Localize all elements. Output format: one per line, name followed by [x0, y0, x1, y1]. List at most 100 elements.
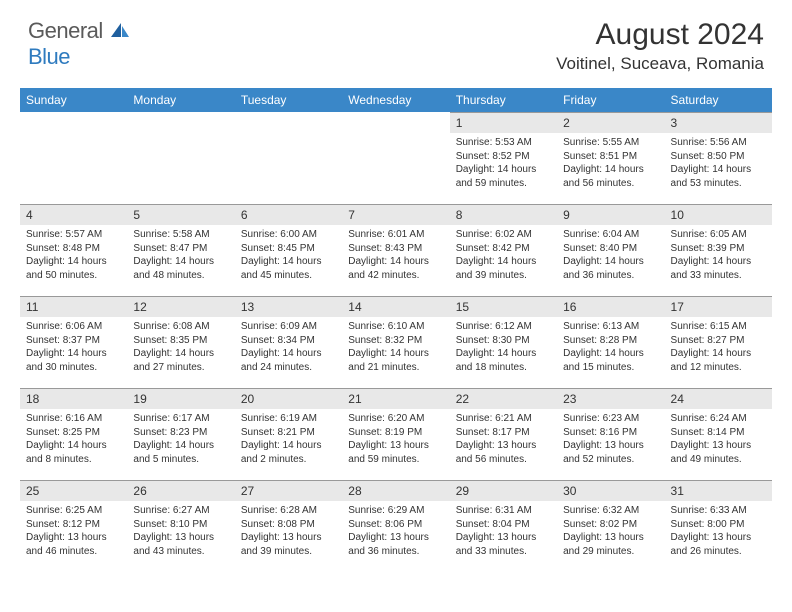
calendar-week-row: 1Sunrise: 5:53 AMSunset: 8:52 PMDaylight…	[20, 112, 772, 204]
daylight-text: Daylight: 14 hours and 8 minutes.	[26, 439, 121, 466]
calendar-day-cell: 12Sunrise: 6:08 AMSunset: 8:35 PMDayligh…	[127, 296, 234, 388]
day-number: 21	[342, 388, 449, 409]
calendar-day-cell: 7Sunrise: 6:01 AMSunset: 8:43 PMDaylight…	[342, 204, 449, 296]
day-number: 4	[20, 204, 127, 225]
calendar-week-row: 18Sunrise: 6:16 AMSunset: 8:25 PMDayligh…	[20, 388, 772, 480]
day-detail: Sunrise: 6:08 AMSunset: 8:35 PMDaylight:…	[127, 317, 234, 380]
sunrise-text: Sunrise: 6:19 AM	[241, 412, 336, 426]
sunrise-text: Sunrise: 6:04 AM	[563, 228, 658, 242]
sunrise-text: Sunrise: 6:06 AM	[26, 320, 121, 334]
calendar-day-cell: 14Sunrise: 6:10 AMSunset: 8:32 PMDayligh…	[342, 296, 449, 388]
calendar-day-cell	[20, 112, 127, 204]
sunrise-text: Sunrise: 6:12 AM	[456, 320, 551, 334]
calendar-week-row: 25Sunrise: 6:25 AMSunset: 8:12 PMDayligh…	[20, 480, 772, 572]
calendar-day-cell: 17Sunrise: 6:15 AMSunset: 8:27 PMDayligh…	[665, 296, 772, 388]
sunset-text: Sunset: 8:21 PM	[241, 426, 336, 440]
title-block: August 2024 Voitinel, Suceava, Romania	[556, 18, 764, 74]
day-number: 6	[235, 204, 342, 225]
brand-logo: General	[28, 18, 133, 44]
daylight-text: Daylight: 14 hours and 5 minutes.	[133, 439, 228, 466]
calendar-day-cell: 9Sunrise: 6:04 AMSunset: 8:40 PMDaylight…	[557, 204, 664, 296]
daylight-text: Daylight: 13 hours and 59 minutes.	[348, 439, 443, 466]
sunrise-text: Sunrise: 6:01 AM	[348, 228, 443, 242]
day-number: 27	[235, 480, 342, 501]
day-detail: Sunrise: 6:15 AMSunset: 8:27 PMDaylight:…	[665, 317, 772, 380]
day-number: 2	[557, 112, 664, 133]
calendar-day-cell	[127, 112, 234, 204]
day-number: 12	[127, 296, 234, 317]
daylight-text: Daylight: 14 hours and 21 minutes.	[348, 347, 443, 374]
sunset-text: Sunset: 8:19 PM	[348, 426, 443, 440]
weekday-header: Saturday	[665, 88, 772, 112]
sunrise-text: Sunrise: 6:27 AM	[133, 504, 228, 518]
day-number: 23	[557, 388, 664, 409]
calendar-day-cell: 22Sunrise: 6:21 AMSunset: 8:17 PMDayligh…	[450, 388, 557, 480]
calendar-day-cell: 24Sunrise: 6:24 AMSunset: 8:14 PMDayligh…	[665, 388, 772, 480]
daylight-text: Daylight: 13 hours and 36 minutes.	[348, 531, 443, 558]
sunset-text: Sunset: 8:37 PM	[26, 334, 121, 348]
day-detail: Sunrise: 6:10 AMSunset: 8:32 PMDaylight:…	[342, 317, 449, 380]
day-detail: Sunrise: 6:05 AMSunset: 8:39 PMDaylight:…	[665, 225, 772, 288]
sunset-text: Sunset: 8:25 PM	[26, 426, 121, 440]
daylight-text: Daylight: 13 hours and 33 minutes.	[456, 531, 551, 558]
sunrise-text: Sunrise: 5:58 AM	[133, 228, 228, 242]
calendar-day-cell: 15Sunrise: 6:12 AMSunset: 8:30 PMDayligh…	[450, 296, 557, 388]
sunrise-text: Sunrise: 6:32 AM	[563, 504, 658, 518]
weekday-header: Thursday	[450, 88, 557, 112]
daylight-text: Daylight: 14 hours and 42 minutes.	[348, 255, 443, 282]
day-detail: Sunrise: 5:55 AMSunset: 8:51 PMDaylight:…	[557, 133, 664, 196]
day-detail: Sunrise: 6:28 AMSunset: 8:08 PMDaylight:…	[235, 501, 342, 564]
sunset-text: Sunset: 8:23 PM	[133, 426, 228, 440]
sunset-text: Sunset: 8:47 PM	[133, 242, 228, 256]
daylight-text: Daylight: 14 hours and 48 minutes.	[133, 255, 228, 282]
sunrise-text: Sunrise: 5:57 AM	[26, 228, 121, 242]
sunrise-text: Sunrise: 6:24 AM	[671, 412, 766, 426]
calendar-day-cell: 20Sunrise: 6:19 AMSunset: 8:21 PMDayligh…	[235, 388, 342, 480]
sunset-text: Sunset: 8:39 PM	[671, 242, 766, 256]
sunset-text: Sunset: 8:34 PM	[241, 334, 336, 348]
day-detail: Sunrise: 6:06 AMSunset: 8:37 PMDaylight:…	[20, 317, 127, 380]
calendar-day-cell: 31Sunrise: 6:33 AMSunset: 8:00 PMDayligh…	[665, 480, 772, 572]
sail-icon	[109, 21, 131, 44]
day-detail: Sunrise: 6:12 AMSunset: 8:30 PMDaylight:…	[450, 317, 557, 380]
day-detail: Sunrise: 6:09 AMSunset: 8:34 PMDaylight:…	[235, 317, 342, 380]
day-number: 26	[127, 480, 234, 501]
day-number: 15	[450, 296, 557, 317]
day-detail: Sunrise: 6:25 AMSunset: 8:12 PMDaylight:…	[20, 501, 127, 564]
daylight-text: Daylight: 14 hours and 2 minutes.	[241, 439, 336, 466]
day-number: 7	[342, 204, 449, 225]
day-number: 18	[20, 388, 127, 409]
location-subtitle: Voitinel, Suceava, Romania	[556, 54, 764, 74]
day-detail: Sunrise: 6:04 AMSunset: 8:40 PMDaylight:…	[557, 225, 664, 288]
logo-text-blue: Blue	[28, 44, 70, 69]
daylight-text: Daylight: 14 hours and 50 minutes.	[26, 255, 121, 282]
day-number: 13	[235, 296, 342, 317]
calendar-day-cell: 3Sunrise: 5:56 AMSunset: 8:50 PMDaylight…	[665, 112, 772, 204]
logo-text-general: General	[28, 18, 103, 44]
weekday-header: Sunday	[20, 88, 127, 112]
daylight-text: Daylight: 13 hours and 46 minutes.	[26, 531, 121, 558]
day-number: 29	[450, 480, 557, 501]
day-number: 5	[127, 204, 234, 225]
calendar-day-cell: 10Sunrise: 6:05 AMSunset: 8:39 PMDayligh…	[665, 204, 772, 296]
calendar-day-cell: 23Sunrise: 6:23 AMSunset: 8:16 PMDayligh…	[557, 388, 664, 480]
day-detail: Sunrise: 6:02 AMSunset: 8:42 PMDaylight:…	[450, 225, 557, 288]
sunrise-text: Sunrise: 6:28 AM	[241, 504, 336, 518]
day-detail: Sunrise: 6:20 AMSunset: 8:19 PMDaylight:…	[342, 409, 449, 472]
daylight-text: Daylight: 14 hours and 45 minutes.	[241, 255, 336, 282]
daylight-text: Daylight: 13 hours and 52 minutes.	[563, 439, 658, 466]
calendar-table: Sunday Monday Tuesday Wednesday Thursday…	[20, 88, 772, 572]
daylight-text: Daylight: 14 hours and 33 minutes.	[671, 255, 766, 282]
day-detail: Sunrise: 6:29 AMSunset: 8:06 PMDaylight:…	[342, 501, 449, 564]
day-detail: Sunrise: 6:00 AMSunset: 8:45 PMDaylight:…	[235, 225, 342, 288]
page-title: August 2024	[556, 18, 764, 52]
calendar-day-cell	[235, 112, 342, 204]
sunrise-text: Sunrise: 6:09 AM	[241, 320, 336, 334]
day-number: 22	[450, 388, 557, 409]
calendar-week-row: 11Sunrise: 6:06 AMSunset: 8:37 PMDayligh…	[20, 296, 772, 388]
sunset-text: Sunset: 8:51 PM	[563, 150, 658, 164]
sunrise-text: Sunrise: 6:29 AM	[348, 504, 443, 518]
sunset-text: Sunset: 8:12 PM	[26, 518, 121, 532]
sunset-text: Sunset: 8:27 PM	[671, 334, 766, 348]
sunrise-text: Sunrise: 6:08 AM	[133, 320, 228, 334]
